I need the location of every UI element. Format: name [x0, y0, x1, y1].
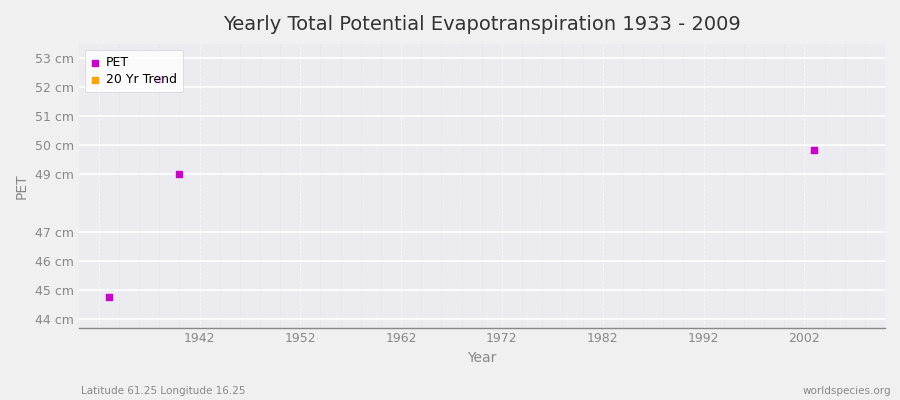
Y-axis label: PET: PET — [15, 173, 29, 198]
Text: worldspecies.org: worldspecies.org — [803, 386, 891, 396]
PET — [172, 171, 186, 177]
X-axis label: Year: Year — [467, 351, 497, 365]
Title: Yearly Total Potential Evapotranspiration 1933 - 2009: Yearly Total Potential Evapotranspiratio… — [223, 15, 741, 34]
PET — [152, 76, 166, 82]
Text: Latitude 61.25 Longitude 16.25: Latitude 61.25 Longitude 16.25 — [81, 386, 246, 396]
Legend: PET, 20 Yr Trend: PET, 20 Yr Trend — [85, 50, 184, 92]
PET — [807, 146, 822, 153]
PET — [102, 294, 116, 300]
